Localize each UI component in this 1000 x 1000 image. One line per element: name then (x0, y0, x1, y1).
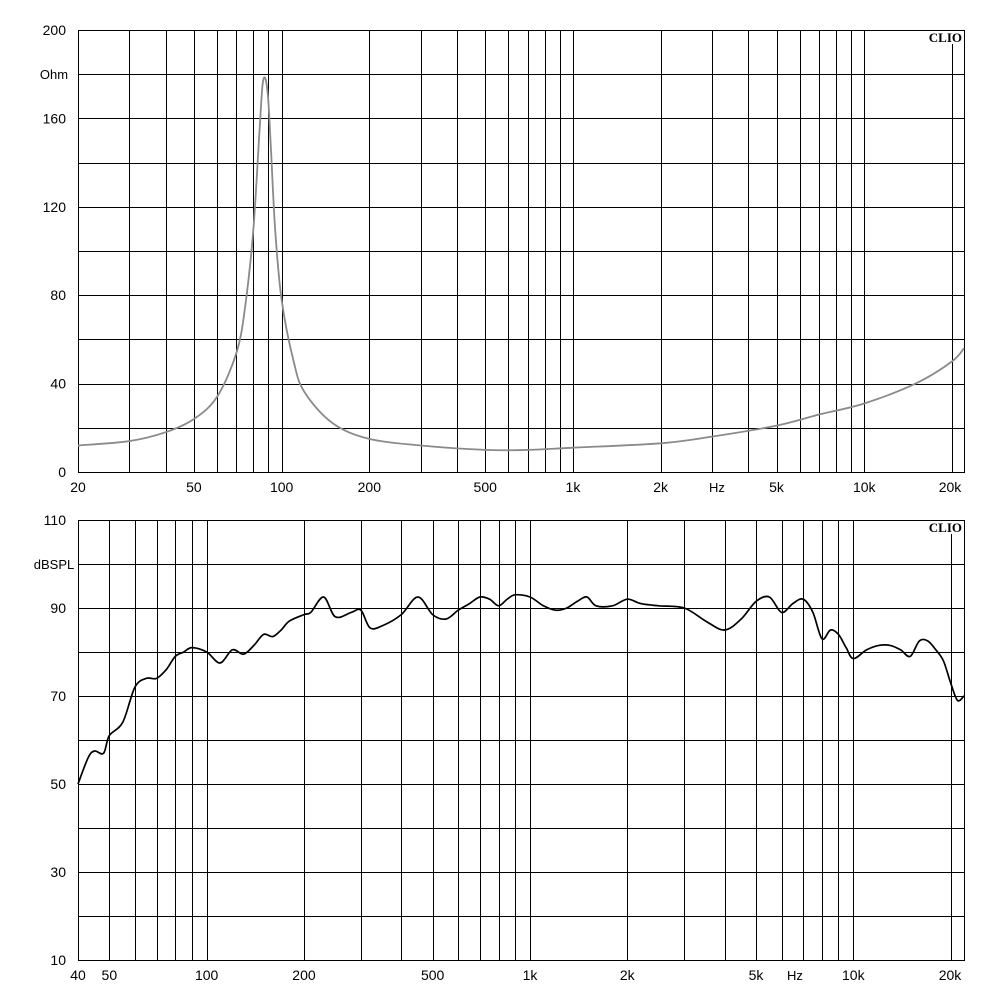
clio-brand-label: CLIO (929, 30, 962, 45)
y-tick-label: 10 (50, 952, 66, 968)
y-tick-label: 110 (44, 512, 67, 528)
x-tick-label: 500 (421, 967, 445, 983)
impedance-chart: 0 40 80 120 160 200 Ohm 20 50 100 200 500 1k 2k 5k 10k 2… (40, 22, 966, 495)
x-tick-label: 10k (853, 479, 877, 495)
x-tick-label: 5k (749, 967, 765, 983)
spl-chart: 10 30 50 70 90 110 dBSPL 40 50 100 200 500 1k 2k 5k 10k… (34, 512, 966, 983)
y-tick-label: 50 (50, 776, 66, 792)
x-tick-label: 20k (939, 967, 963, 983)
series-line (77, 593, 965, 785)
y-tick-label: 70 (50, 688, 66, 704)
x-tick-label: 200 (292, 967, 316, 983)
x-tick-label: 200 (358, 479, 382, 495)
x-tick-label: 1k (566, 479, 582, 495)
x-tick-label: 5k (769, 479, 785, 495)
x-tick-label: 20k (939, 479, 963, 495)
plot-frame (77, 29, 966, 474)
x-tick-label: 50 (186, 479, 202, 495)
x-tick-label: 20 (70, 479, 86, 495)
y-tick-label: 120 (43, 199, 67, 215)
y-tick-label: 200 (43, 22, 67, 38)
y-tick-label: 80 (50, 287, 66, 303)
x-axis-label: Hz (787, 968, 803, 983)
y-tick-label: 30 (50, 864, 66, 880)
y-tick-label: 90 (50, 600, 66, 616)
x-tick-label: 100 (270, 479, 294, 495)
clio-brand-label: CLIO (929, 520, 962, 535)
y-axis-label: dBSPL (34, 557, 74, 572)
x-tick-label: 500 (474, 479, 498, 495)
brand-background (918, 521, 963, 534)
y-tick-label: 40 (50, 376, 66, 392)
plot-frame (77, 519, 966, 962)
brand-background (918, 31, 963, 44)
x-tick-label: 1k (523, 967, 539, 983)
y-tick-label: 0 (58, 464, 66, 480)
x-tick-label: 40 (70, 967, 86, 983)
x-tick-label: 50 (102, 967, 118, 983)
x-tick-label: 10k (842, 967, 866, 983)
x-axis-label: Hz (709, 480, 725, 495)
x-tick-label: 100 (195, 967, 219, 983)
x-tick-label: 2k (620, 967, 636, 983)
x-tick-label: 2k (653, 479, 669, 495)
y-tick-label: 160 (43, 110, 67, 126)
series-line (77, 76, 965, 452)
y-axis-label: Ohm (40, 67, 68, 82)
